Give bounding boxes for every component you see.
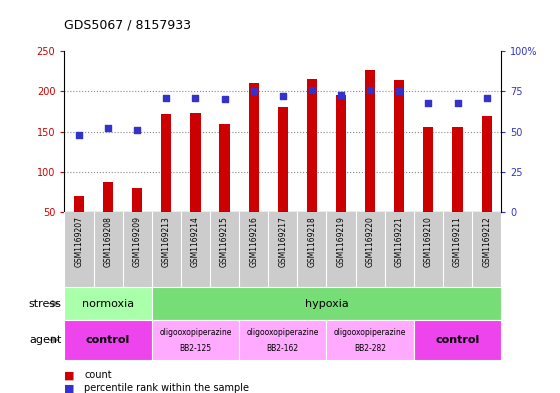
Bar <box>482 116 492 212</box>
Point <box>74 132 83 138</box>
Text: percentile rank within the sample: percentile rank within the sample <box>84 383 249 393</box>
Text: ■: ■ <box>64 370 75 380</box>
Point <box>104 125 113 132</box>
Point <box>482 95 491 101</box>
Bar <box>239 320 326 360</box>
Text: GSM1169212: GSM1169212 <box>482 216 491 267</box>
Text: control: control <box>435 335 480 345</box>
Text: GSM1169207: GSM1169207 <box>74 216 83 267</box>
Point <box>133 127 142 133</box>
Bar <box>74 196 84 212</box>
Bar <box>336 95 346 212</box>
Bar <box>452 127 463 212</box>
Text: GSM1169213: GSM1169213 <box>162 216 171 267</box>
Bar <box>152 320 239 360</box>
Bar <box>64 212 501 287</box>
Text: GSM1169211: GSM1169211 <box>453 216 462 267</box>
Text: oligooxopiperazine: oligooxopiperazine <box>334 329 407 337</box>
Bar <box>365 70 375 212</box>
Point <box>337 92 346 98</box>
Point <box>307 86 316 93</box>
Text: GSM1169208: GSM1169208 <box>104 216 113 267</box>
Bar <box>161 114 171 212</box>
Point <box>162 95 171 101</box>
Text: BB2-125: BB2-125 <box>179 344 212 353</box>
Point <box>453 99 462 106</box>
Point <box>366 86 375 93</box>
Bar <box>190 113 200 212</box>
Bar <box>132 188 142 212</box>
Text: BB2-282: BB2-282 <box>354 344 386 353</box>
Text: oligooxopiperazine: oligooxopiperazine <box>246 329 319 337</box>
Bar <box>103 182 113 212</box>
Text: stress: stress <box>29 299 62 309</box>
Bar <box>249 83 259 212</box>
Text: GSM1169209: GSM1169209 <box>133 216 142 267</box>
Bar <box>326 320 414 360</box>
Text: GSM1169221: GSM1169221 <box>395 216 404 267</box>
Bar <box>64 287 152 320</box>
Point <box>424 99 433 106</box>
Text: GSM1169219: GSM1169219 <box>337 216 346 267</box>
Point <box>220 96 229 103</box>
Text: normoxia: normoxia <box>82 299 134 309</box>
Text: GSM1169217: GSM1169217 <box>278 216 287 267</box>
Point <box>191 95 200 101</box>
Bar <box>394 80 404 212</box>
Bar <box>278 107 288 212</box>
Bar <box>152 287 501 320</box>
Text: oligooxopiperazine: oligooxopiperazine <box>159 329 232 337</box>
Text: agent: agent <box>29 335 62 345</box>
Text: ■: ■ <box>64 383 75 393</box>
Text: GSM1169210: GSM1169210 <box>424 216 433 267</box>
Bar <box>64 320 152 360</box>
Bar <box>307 79 317 212</box>
Text: BB2-162: BB2-162 <box>267 344 299 353</box>
Point <box>278 93 287 99</box>
Text: GSM1169220: GSM1169220 <box>366 216 375 267</box>
Text: GSM1169218: GSM1169218 <box>307 216 316 267</box>
Point <box>249 88 258 94</box>
Text: GSM1169215: GSM1169215 <box>220 216 229 267</box>
Bar <box>423 127 433 212</box>
Bar <box>414 320 501 360</box>
Bar <box>220 123 230 212</box>
Text: GDS5067 / 8157933: GDS5067 / 8157933 <box>64 18 192 31</box>
Text: control: control <box>86 335 130 345</box>
Text: GSM1169216: GSM1169216 <box>249 216 258 267</box>
Text: hypoxia: hypoxia <box>305 299 348 309</box>
Text: count: count <box>84 370 111 380</box>
Point <box>395 88 404 94</box>
Text: GSM1169214: GSM1169214 <box>191 216 200 267</box>
